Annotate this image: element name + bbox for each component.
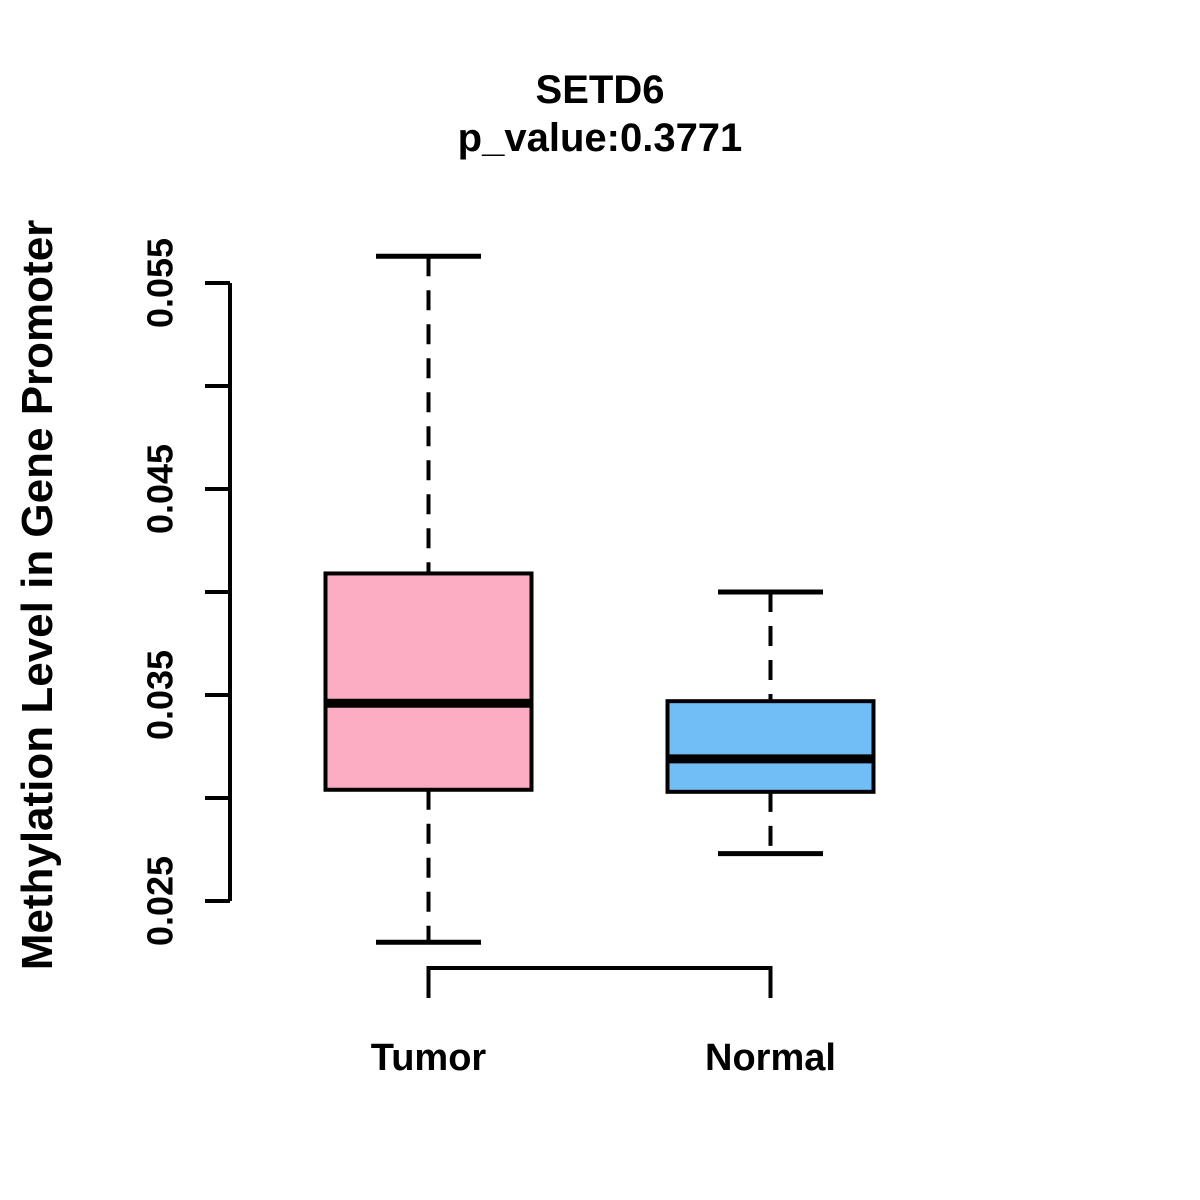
x-category-label-normal: Normal (705, 1037, 836, 1079)
box-normal (665, 699, 876, 794)
y-axis-tick-label: 0.025 (140, 856, 181, 946)
box-tumor (323, 571, 534, 792)
chart-subtitle: p_value:0.3771 (457, 116, 743, 160)
y-axis-tick-label: 0.045 (140, 444, 181, 534)
chart-title: SETD6 (535, 68, 665, 112)
y-axis-tick-label: 0.035 (140, 650, 181, 740)
x-category-label-tumor: Tumor (371, 1037, 487, 1079)
y-axis-tick-label: 0.055 (140, 238, 181, 328)
x-axis-bracket (426, 966, 773, 998)
